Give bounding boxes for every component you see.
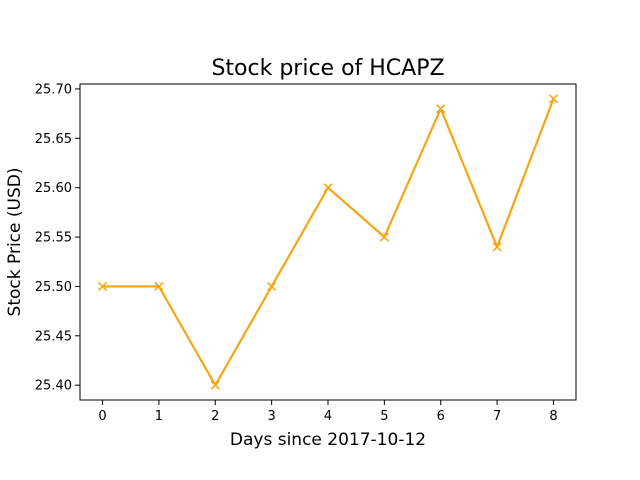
y-tick-label: 25.45 xyxy=(35,329,72,344)
x-tick-label: 4 xyxy=(324,409,332,424)
data-point-marker xyxy=(267,281,277,292)
y-tick-label: 25.55 xyxy=(35,231,72,246)
chart-title: Stock price of HCAPZ xyxy=(211,56,444,81)
data-point-marker xyxy=(323,183,333,193)
axis-ticks: 0 1 2 3 4 5 6 7 8 25.40 25.45 25.50 25.55 25.60 25.65 2… xyxy=(35,82,558,424)
data-point-marker xyxy=(492,242,502,252)
x-axis-label: Days since 2017-10-12 xyxy=(230,430,426,450)
y-tick-label: 25.40 xyxy=(35,379,72,394)
y-tick-label: 25.70 xyxy=(35,82,72,97)
x-tick-label: 1 xyxy=(155,409,163,424)
data-point-marker xyxy=(379,232,389,242)
x-tick-label: 7 xyxy=(493,409,501,424)
x-tick-label: 5 xyxy=(380,409,388,424)
x-tick-label: 0 xyxy=(98,409,106,424)
x-tick-label: 3 xyxy=(267,409,275,424)
x-tick-label: 8 xyxy=(549,409,557,424)
series-line xyxy=(102,98,555,387)
data-point-marker xyxy=(97,281,108,292)
y-tick-label: 25.60 xyxy=(35,181,72,196)
x-tick-label: 6 xyxy=(437,409,445,424)
series-line-group xyxy=(97,94,559,390)
x-tick-label: 2 xyxy=(211,409,219,424)
data-point-marker xyxy=(436,104,446,114)
data-point-marker xyxy=(154,281,164,292)
plot-area-frame xyxy=(79,83,577,401)
y-tick-label: 25.65 xyxy=(35,132,72,147)
y-axis-label: Stock Price (USD) xyxy=(5,168,25,317)
data-point-marker xyxy=(548,94,559,104)
y-tick-label: 25.50 xyxy=(35,280,72,295)
data-point-marker xyxy=(210,380,220,390)
